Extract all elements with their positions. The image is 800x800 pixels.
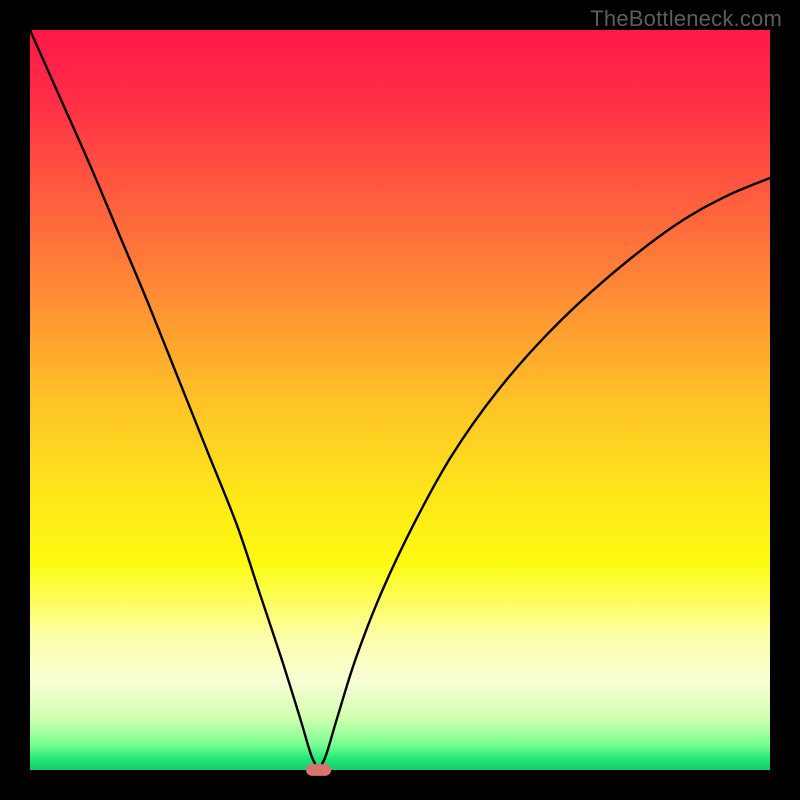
watermark-label: TheBottleneck.com	[590, 6, 782, 32]
chart-container: TheBottleneck.com	[0, 0, 800, 800]
optimal-point-marker	[306, 764, 331, 776]
bottleneck-chart	[0, 0, 800, 800]
chart-plot-area	[30, 30, 770, 770]
